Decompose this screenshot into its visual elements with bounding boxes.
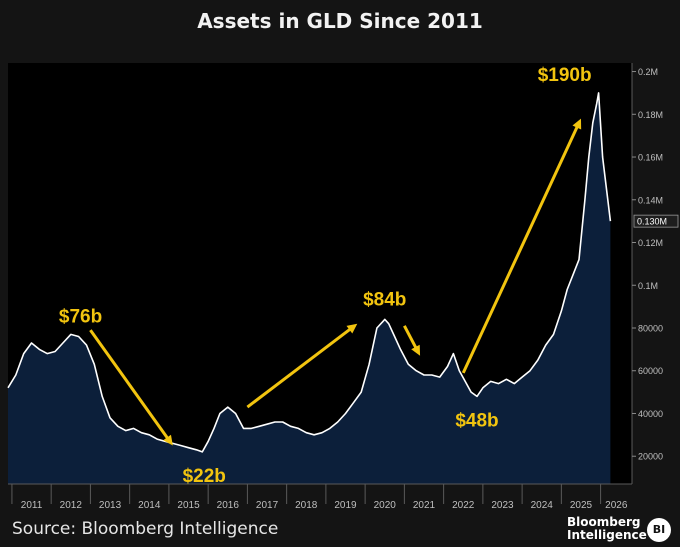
area-layer <box>7 92 612 485</box>
y-tick-label: 0.16M <box>638 153 663 163</box>
logo-text: Bloomberg Intelligence <box>567 515 647 542</box>
trend-arrow-1 <box>89 329 169 440</box>
y-tick-label: 0.18M <box>638 110 663 120</box>
x-tick-label: 2021 <box>413 500 436 511</box>
x-tick-label: 2026 <box>605 500 628 511</box>
y-tick-label: 40000 <box>638 409 663 419</box>
x-tick-label: 2024 <box>531 500 554 511</box>
annotation-label: $84b <box>363 289 406 310</box>
y-tick-label: 0.2M <box>638 67 658 77</box>
y-axis: 20000 40000 60000 80000 0.1M 0.12M 0.14M 0.16M 0… <box>631 63 679 484</box>
x-tick-label: 2014 <box>138 500 161 511</box>
x-tick-label: 2012 <box>60 500 83 511</box>
bloomberg-intelligence-logo: Bloomberg Intelligence BI <box>567 516 677 546</box>
series-line <box>7 92 612 453</box>
annotation-label: $76b <box>59 307 102 328</box>
source-note: Source: Bloomberg Intelligence <box>12 519 279 539</box>
x-tick-label: 2016 <box>217 500 240 511</box>
bi-badge-icon: BI <box>647 518 671 542</box>
trend-arrow-3 <box>403 325 418 349</box>
trend-arrow-4 <box>461 126 579 374</box>
annotation-label: $190b <box>538 65 592 86</box>
trend-arrowhead-2 <box>346 323 358 334</box>
x-tick-label: 2019 <box>334 500 357 511</box>
y-tick-label: 80000 <box>638 323 663 333</box>
x-tick-label: 2011 <box>21 500 43 511</box>
y-tick-label: 0.14M <box>638 195 663 205</box>
x-tick-label: 2022 <box>452 500 475 511</box>
y-tick-label: 0.1M <box>638 281 658 291</box>
x-tick-label: 2020 <box>374 500 397 511</box>
x-tick-label: 2018 <box>295 500 318 511</box>
y-tick-label: 20000 <box>638 452 663 462</box>
y-tick-label: 0.12M <box>638 238 663 248</box>
annotation-label: $48b <box>455 410 498 431</box>
annotation-label: $22b <box>183 466 226 487</box>
x-axis: 2011 2012 2013 2014 2015 2016 2017 2018 2019 2020… <box>8 483 632 511</box>
label-layer: $76b $22b $84b $48b $190b <box>59 65 592 487</box>
series-area <box>8 92 611 485</box>
trend-arrow-2 <box>246 327 352 409</box>
x-tick-label: 2023 <box>491 500 514 511</box>
trend-arrowhead-3 <box>411 344 421 356</box>
x-tick-label: 2015 <box>177 500 200 511</box>
trend-arrowhead-1 <box>163 434 173 446</box>
last-value-label: 0.130M <box>637 217 667 227</box>
chart-title: Assets in GLD Since 2011 <box>197 9 483 33</box>
x-tick-label: 2013 <box>99 500 122 511</box>
last-value-tag <box>633 214 679 228</box>
arrow-layer <box>89 118 582 446</box>
trend-arrowhead-4 <box>572 118 582 130</box>
y-tick-label: 60000 <box>638 366 663 376</box>
x-tick-label: 2025 <box>570 500 593 511</box>
x-tick-label: 2017 <box>256 500 279 511</box>
